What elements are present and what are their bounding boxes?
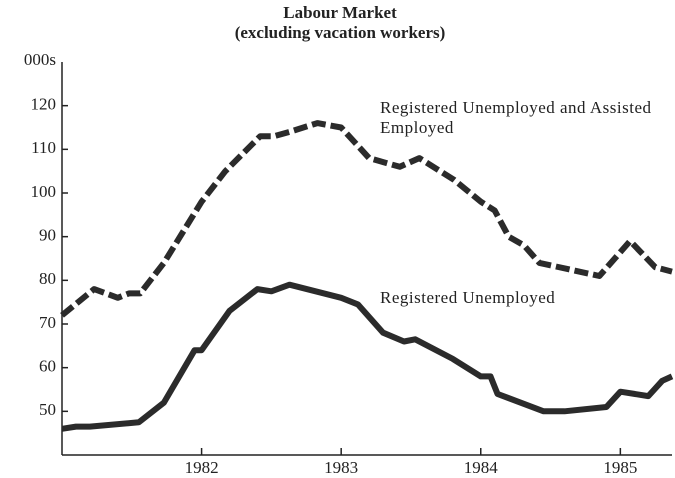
- series-line: [61, 281, 674, 432]
- x-tick-label: 1983: [324, 458, 358, 477]
- y-axis-label: 000s: [24, 50, 56, 69]
- y-tick-label: 60: [39, 357, 56, 376]
- x-tick-label: 1984: [464, 458, 499, 477]
- y-tick-label: 120: [31, 95, 57, 114]
- y-tick-label: 90: [39, 226, 56, 245]
- y-tick-label: 50: [39, 400, 56, 419]
- y-tick-label: 70: [39, 313, 56, 332]
- series-line: [60, 120, 673, 318]
- y-tick-label: 110: [31, 138, 56, 157]
- x-tick-label: 1982: [185, 458, 219, 477]
- chart-subtitle: (excluding vacation workers): [235, 23, 446, 42]
- series-label: Registered Unemployed and Assisted Emplo…: [380, 98, 652, 137]
- y-tick-label: 100: [31, 182, 57, 201]
- chart-title: Labour Market: [283, 3, 397, 22]
- x-tick-label: 1985: [603, 458, 637, 477]
- series-label: Registered Unemployed: [380, 288, 556, 307]
- y-tick-label: 80: [39, 269, 56, 288]
